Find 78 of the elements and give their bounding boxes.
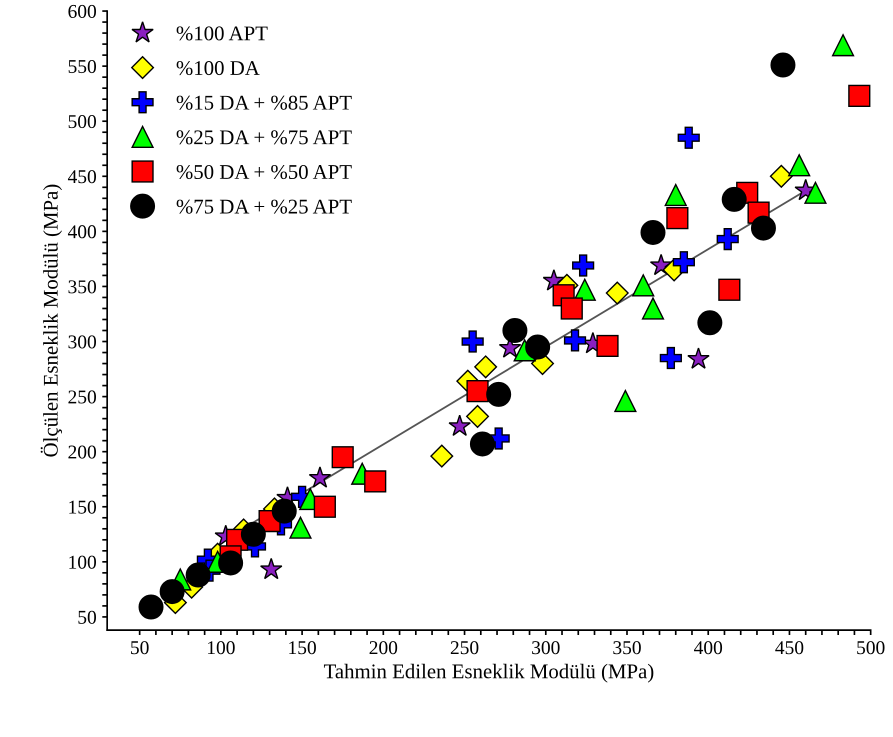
point xyxy=(666,207,688,230)
x-tick-label: 150 xyxy=(289,641,316,654)
y-tick-label: 350 xyxy=(68,280,96,294)
y-tick-label: 300 xyxy=(68,335,96,348)
point xyxy=(466,404,490,428)
y-tick-label: 450 xyxy=(68,170,96,184)
point xyxy=(364,470,386,493)
legend-label: %100 APT xyxy=(176,26,268,40)
x-axis-title: Tahmin Edilen Esneklik Modülü (MPa) xyxy=(324,664,654,683)
point xyxy=(525,334,550,360)
point xyxy=(804,182,827,204)
x-tick-label: 350 xyxy=(613,641,641,654)
point xyxy=(596,334,619,358)
legend-label: %100 DA xyxy=(176,61,260,76)
point xyxy=(848,84,870,107)
point xyxy=(660,346,682,370)
legend-label: %50 DA + %50 APT xyxy=(176,164,352,180)
point xyxy=(606,282,629,305)
point xyxy=(664,184,687,206)
x-tick-label: 200 xyxy=(370,641,398,654)
y-tick-label: 50 xyxy=(78,610,96,624)
legend-label: %75 DA + %25 APT xyxy=(176,200,352,214)
point xyxy=(308,466,332,488)
x-tick-label: 100 xyxy=(208,641,235,654)
point xyxy=(314,496,336,518)
point xyxy=(186,562,211,588)
point xyxy=(716,228,739,250)
legend-label: %25 DA + %75 APT xyxy=(176,130,352,144)
point xyxy=(502,318,528,344)
x-tick-label: 250 xyxy=(450,641,478,654)
point xyxy=(832,34,854,56)
point xyxy=(788,154,810,176)
point xyxy=(564,329,586,352)
point xyxy=(474,355,498,378)
point xyxy=(770,52,796,78)
x-tick-label: 400 xyxy=(694,641,722,654)
point xyxy=(470,431,495,456)
point xyxy=(642,297,664,320)
point xyxy=(462,330,484,353)
point xyxy=(448,414,471,436)
point xyxy=(289,516,312,539)
point xyxy=(260,558,282,580)
point xyxy=(672,251,695,274)
y-tick-label: 100 xyxy=(69,556,96,569)
x-tick-label: 300 xyxy=(532,641,560,654)
y-tick-label: 200 xyxy=(68,445,96,459)
point xyxy=(632,274,654,296)
point xyxy=(614,390,636,412)
point xyxy=(678,126,700,149)
y-axis-title: Ölçülen Esneklik Modülü (MPa) xyxy=(40,184,62,457)
y-tick-label: 550 xyxy=(68,60,96,74)
point xyxy=(332,446,354,468)
x-tick-label: 50 xyxy=(131,641,149,654)
point xyxy=(160,579,185,604)
point xyxy=(640,220,666,245)
point xyxy=(687,347,710,369)
point xyxy=(240,522,266,547)
point xyxy=(697,310,722,336)
y-tick-label: 250 xyxy=(68,390,96,404)
point xyxy=(138,594,164,620)
y-tick-label: 400 xyxy=(68,225,96,238)
legend-label: %15 DA + %85 APT xyxy=(176,96,352,110)
x-tick-label: 500 xyxy=(857,641,885,654)
point xyxy=(272,498,297,524)
point xyxy=(466,380,489,402)
point xyxy=(718,278,740,301)
point xyxy=(572,254,594,277)
point xyxy=(430,444,454,468)
y-tick-label: 600 xyxy=(68,4,96,18)
point xyxy=(750,216,776,241)
point xyxy=(560,297,583,320)
y-tick-label: 500 xyxy=(68,115,96,128)
point xyxy=(722,186,747,212)
y-tick-label: 150 xyxy=(69,500,96,514)
x-tick-label: 450 xyxy=(775,641,804,654)
point xyxy=(770,164,793,188)
point xyxy=(218,550,244,576)
point xyxy=(486,382,512,407)
